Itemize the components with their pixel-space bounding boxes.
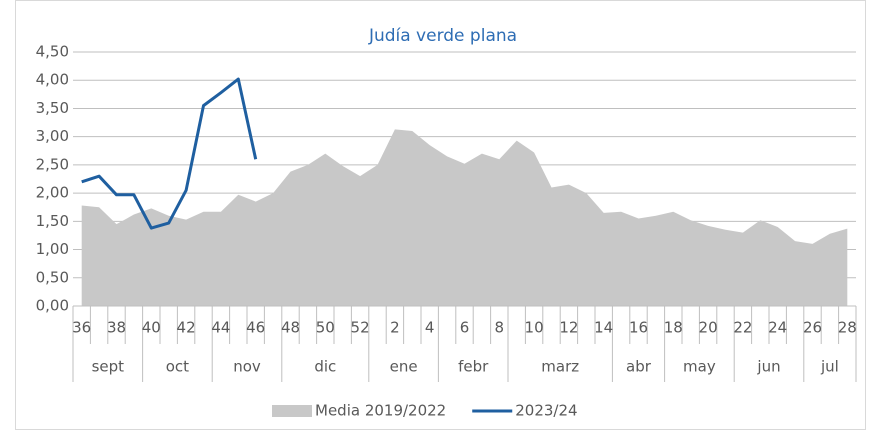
x-tick-label: 42 [177,319,196,337]
y-tick-label: 4,00 [36,71,69,89]
y-tick-label: 2,50 [36,155,69,173]
x-tick-label: 40 [142,319,161,337]
y-tick-label: 4,50 [36,43,69,61]
x-group-label: sept [92,358,125,376]
x-tick-label: 24 [768,319,787,337]
x-tick-label: 28 [838,319,857,337]
x-group-label: nov [233,358,261,376]
x-tick-label: 36 [72,319,91,337]
legend-label: 2023/24 [515,402,577,420]
x-tick-label: 10 [525,319,544,337]
x-tick-label: 2 [390,319,400,337]
x-tick-label: 12 [559,319,578,337]
x-tick-label: 16 [629,319,648,337]
x-tick-label: 18 [664,319,683,337]
x-tick-label: 44 [211,319,230,337]
x-tick-label: 38 [107,319,126,337]
y-tick-label: 1,50 [36,212,69,230]
x-tick-label: 26 [803,319,822,337]
line [81,77,258,230]
x-group-label: dic [314,358,336,376]
x-group-label: abr [626,358,652,376]
x-group-label: marz [541,358,579,376]
x-tick-label: 4 [425,319,435,337]
x-tick-label: 20 [699,319,718,337]
x-group-label: jul [820,358,839,376]
y-tick-label: 1,00 [36,240,69,258]
x-tick-label: 8 [495,319,505,337]
y-tick-label: 3,00 [36,127,69,145]
x-tick-label: 6 [460,319,470,337]
x-tick-label: 14 [594,319,613,337]
x-group-label: oct [166,358,189,376]
x-tick-label: 22 [733,319,752,337]
y-tick-label: 0,00 [36,297,69,315]
area [81,129,848,306]
x-group-label: ene [390,358,418,376]
legend-swatch [272,405,312,417]
x-group-label: febr [458,358,489,376]
x-group-label: jun [756,358,780,376]
y-tick-label: 0,50 [36,268,69,286]
x-tick-label: 52 [351,319,370,337]
chart-title: Judía verde plana [368,26,517,46]
y-tick-label: 2,00 [36,184,69,202]
x-group-label: may [683,358,716,376]
y-tick-label: 3,50 [36,99,69,117]
x-tick-label: 48 [281,319,300,337]
x-tick-label: 46 [246,319,265,337]
legend-label: Media 2019/2022 [315,402,446,420]
x-tick-label: 50 [316,319,335,337]
